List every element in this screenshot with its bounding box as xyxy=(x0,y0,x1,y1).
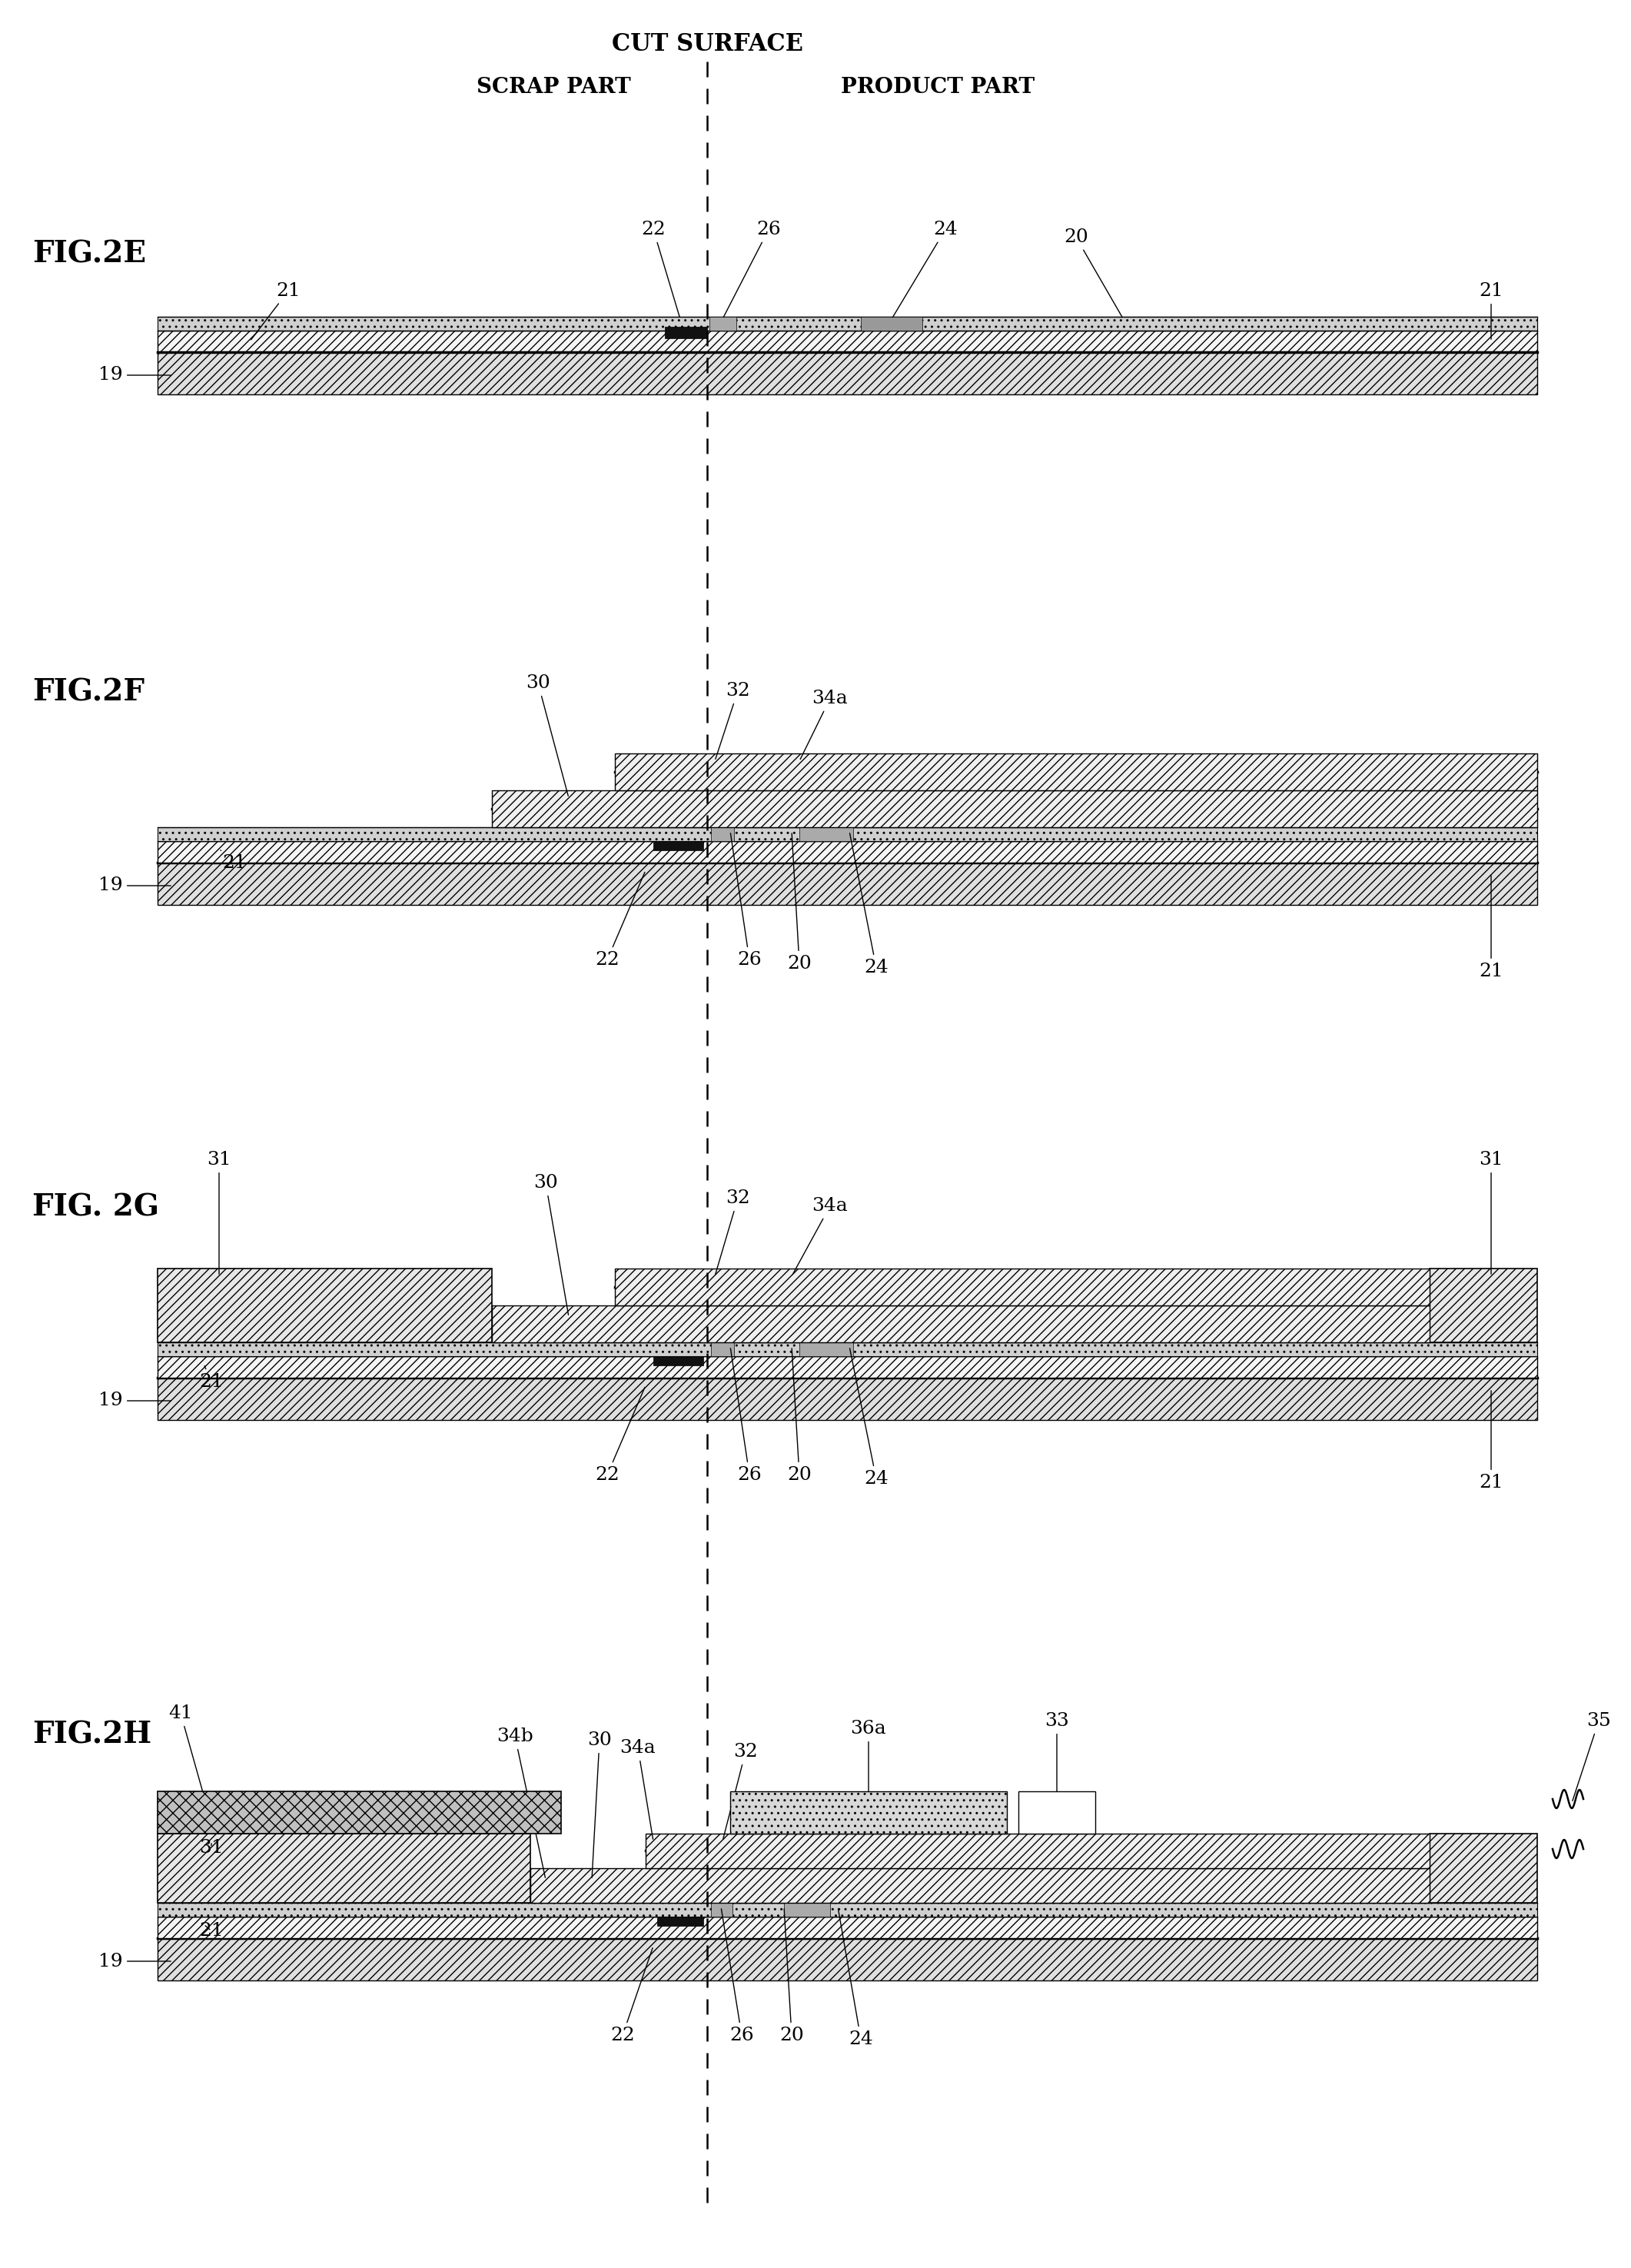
Text: 34a: 34a xyxy=(620,1740,656,1839)
Text: 20: 20 xyxy=(788,1347,812,1483)
Text: 24: 24 xyxy=(892,220,957,318)
Text: 31: 31 xyxy=(1479,1150,1504,1275)
Text: 19: 19 xyxy=(98,367,171,383)
Bar xyxy=(785,1903,830,1916)
Bar xyxy=(530,1869,1430,1903)
Text: 20: 20 xyxy=(1063,229,1122,318)
Text: 35: 35 xyxy=(1572,1712,1611,1801)
Bar xyxy=(158,1343,1538,1356)
Text: 21: 21 xyxy=(1479,875,1504,980)
Text: FIG. 2G: FIG. 2G xyxy=(33,1193,160,1222)
Bar xyxy=(615,1268,1430,1306)
Text: 24: 24 xyxy=(850,1347,889,1488)
Bar xyxy=(158,1268,493,1343)
Text: 19: 19 xyxy=(98,878,171,894)
Bar xyxy=(799,1343,853,1356)
Bar xyxy=(711,1903,732,1916)
Bar xyxy=(654,841,703,850)
Bar xyxy=(158,1377,1538,1420)
Text: 31: 31 xyxy=(199,1839,223,1857)
Text: 21: 21 xyxy=(220,850,246,871)
Text: 19: 19 xyxy=(98,1953,171,1971)
Text: 26: 26 xyxy=(731,1347,762,1483)
Text: CUT SURFACE: CUT SURFACE xyxy=(612,32,802,57)
Text: 26: 26 xyxy=(724,220,781,318)
Text: 34b: 34b xyxy=(496,1728,545,1878)
Bar xyxy=(711,1343,734,1356)
Bar xyxy=(654,1356,703,1365)
Bar xyxy=(493,789,1538,828)
Text: 34a: 34a xyxy=(793,1198,848,1275)
Text: 21: 21 xyxy=(199,1365,223,1390)
Bar xyxy=(657,1916,703,1926)
Text: 24: 24 xyxy=(850,832,889,978)
Text: 32: 32 xyxy=(716,683,750,760)
Text: 21: 21 xyxy=(1479,281,1504,340)
Bar xyxy=(1430,1268,1538,1343)
Text: PRODUCT PART: PRODUCT PART xyxy=(842,77,1034,98)
Text: 21: 21 xyxy=(1479,1390,1504,1492)
Bar xyxy=(158,352,1538,395)
Bar xyxy=(709,318,736,331)
Text: 19: 19 xyxy=(98,1393,171,1411)
Text: 36a: 36a xyxy=(851,1719,887,1794)
Text: 24: 24 xyxy=(838,1910,873,2048)
Bar xyxy=(615,753,1538,789)
Bar xyxy=(158,841,1538,862)
Text: 22: 22 xyxy=(595,1388,644,1483)
Text: 20: 20 xyxy=(788,832,812,973)
Text: FIG.2E: FIG.2E xyxy=(33,240,147,270)
Text: 22: 22 xyxy=(610,1948,652,2043)
Bar xyxy=(723,318,1538,331)
Bar xyxy=(861,318,923,331)
Bar xyxy=(158,862,1538,905)
Bar xyxy=(799,828,853,841)
Text: 30: 30 xyxy=(587,1730,612,1878)
Text: 30: 30 xyxy=(525,674,568,796)
Text: 34a: 34a xyxy=(801,689,848,760)
Bar xyxy=(158,828,1538,841)
Text: 26: 26 xyxy=(721,1910,754,2043)
Text: 31: 31 xyxy=(207,1150,232,1275)
Text: 26: 26 xyxy=(731,832,762,968)
Text: SCRAP PART: SCRAP PART xyxy=(476,77,631,98)
Bar xyxy=(665,327,708,338)
Bar xyxy=(158,1833,530,1903)
Text: FIG.2H: FIG.2H xyxy=(33,1719,152,1749)
Bar xyxy=(158,1903,1538,1916)
Bar xyxy=(731,1792,1006,1833)
Text: 32: 32 xyxy=(723,1742,758,1839)
Text: 21: 21 xyxy=(251,281,300,340)
Bar xyxy=(1430,1833,1538,1903)
Bar xyxy=(646,1833,1430,1869)
Text: 41: 41 xyxy=(168,1706,204,1794)
Bar xyxy=(158,1792,561,1833)
Bar xyxy=(158,318,1538,331)
Bar xyxy=(158,1356,1538,1377)
Text: 22: 22 xyxy=(641,220,680,318)
Text: 20: 20 xyxy=(780,1910,804,2043)
Bar xyxy=(1018,1792,1096,1833)
Bar xyxy=(711,828,734,841)
Bar xyxy=(158,1916,1538,1939)
Text: 21: 21 xyxy=(199,1921,223,1939)
Text: 30: 30 xyxy=(533,1175,569,1315)
Text: 33: 33 xyxy=(1044,1712,1068,1794)
Bar xyxy=(158,1939,1538,1980)
Text: 32: 32 xyxy=(716,1188,750,1275)
Text: FIG.2F: FIG.2F xyxy=(33,678,145,708)
Bar xyxy=(493,1306,1430,1343)
Text: 22: 22 xyxy=(595,873,644,968)
Bar xyxy=(158,331,1538,352)
